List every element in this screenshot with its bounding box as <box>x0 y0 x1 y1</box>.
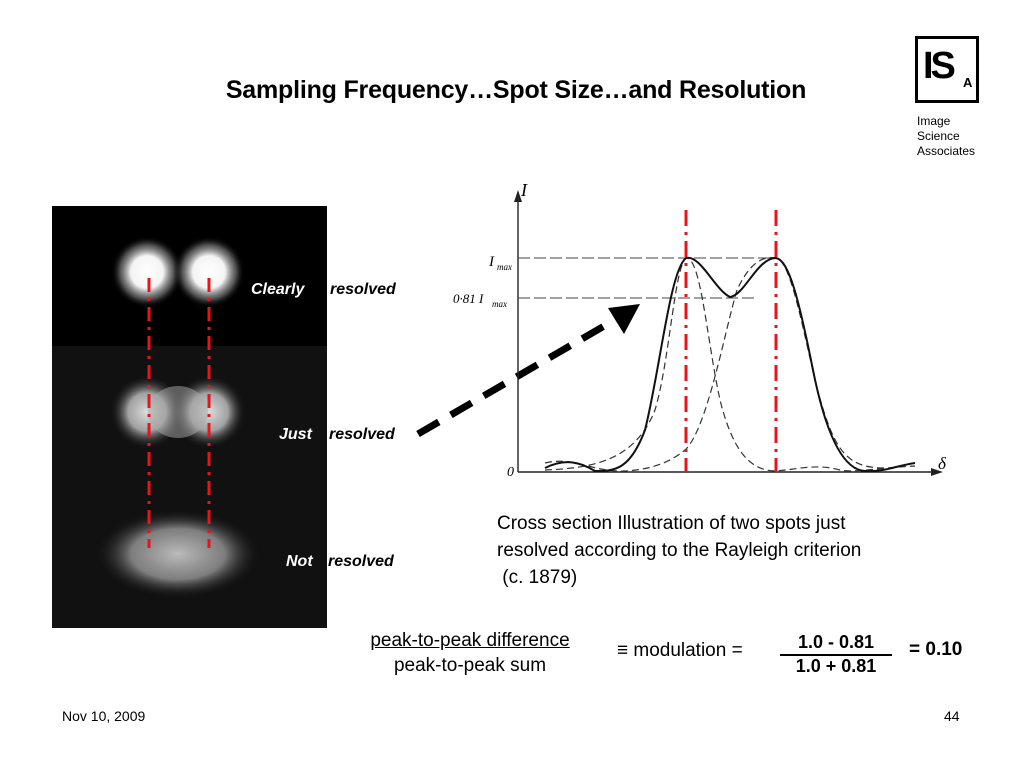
profile-left-dashed <box>544 257 916 472</box>
label-not-resolved: Not <box>286 553 313 570</box>
profile-sum-solid <box>544 256 916 473</box>
page-number: 44 <box>944 708 960 724</box>
company-name: Image Science Associates <box>917 114 976 158</box>
spot-not-resolved <box>93 508 263 600</box>
x-axis-label: δ <box>938 454 947 473</box>
rayleigh-graph: I δ I max 0·81 I max 0 <box>453 180 947 480</box>
logo-subscript: A <box>963 75 973 90</box>
imax-label-sub: max <box>497 262 512 272</box>
imax081-label: 0·81 I <box>453 291 484 306</box>
fraction-denominator: 1.0 + 0.81 <box>795 656 877 676</box>
isa-logo: IS A <box>915 36 979 103</box>
spot-just-bridge <box>148 386 208 438</box>
label-clearly-resolved-suffix: resolved <box>330 281 396 298</box>
logo-letters: IS <box>923 45 956 87</box>
label-clearly-resolved: Clearly <box>251 281 305 298</box>
profile-right-dashed <box>544 257 886 472</box>
imax-label: I <box>488 254 495 270</box>
footer-date: Nov 10, 2009 <box>62 708 146 724</box>
spots-svg <box>52 206 327 628</box>
fraction-numerator: 1.0 - 0.81 <box>780 632 892 656</box>
x-axis-arrow <box>931 468 943 476</box>
graph-caption: Cross section Illustration of two spots … <box>497 513 862 588</box>
airy-spots-image <box>52 206 327 628</box>
imax081-label-sub: max <box>492 299 507 309</box>
y-axis-label: I <box>520 180 528 200</box>
label-just-resolved: Just <box>279 426 312 443</box>
origin-label: 0 <box>507 465 514 480</box>
modulation-label: ≡ modulation = <box>617 640 743 661</box>
label-not-resolved-suffix: resolved <box>328 553 394 570</box>
modulation-fraction: 1.0 - 0.81 1.0 + 0.81 <box>780 632 892 676</box>
ratio-numerator: peak-to-peak difference <box>370 630 570 651</box>
arrow-head <box>608 304 640 334</box>
spot-clear-left <box>111 236 183 308</box>
spot-clear-right <box>173 236 245 308</box>
ratio-definition: peak-to-peak difference peak-to-peak sum <box>348 630 592 677</box>
y-axis-arrow <box>514 190 522 202</box>
label-just-resolved-suffix: resolved <box>329 426 395 443</box>
modulation-result: = 0.10 <box>909 639 963 660</box>
slide-title: Sampling Frequency…Spot Size…and Resolut… <box>225 76 807 104</box>
ratio-denominator: peak-to-peak sum <box>393 655 547 676</box>
